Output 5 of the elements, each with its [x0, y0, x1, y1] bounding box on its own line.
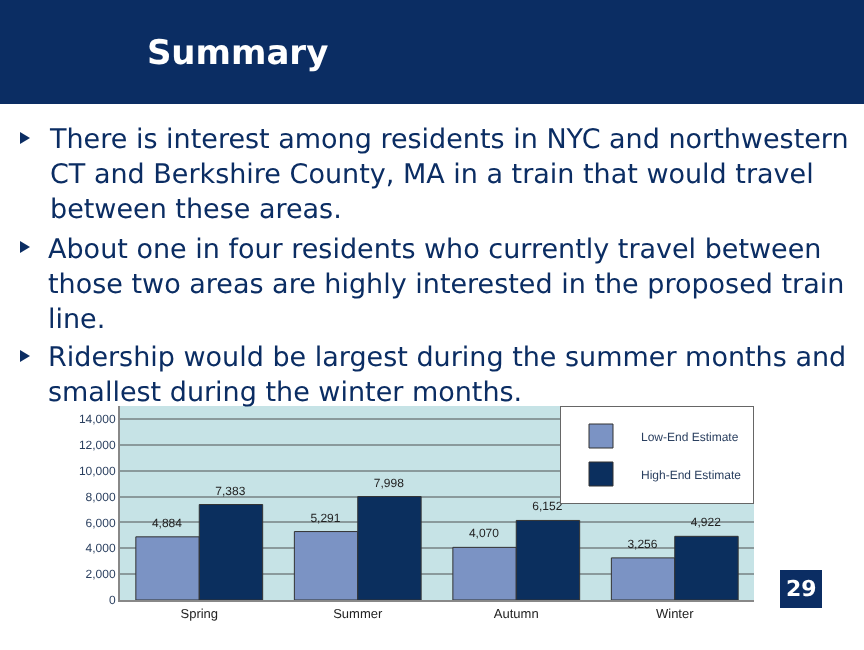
text: About one in four residents who currently travel between those two areas are highly interested in the proposed train line.	[48, 234, 845, 337]
text: 29	[786, 576, 817, 602]
text: There is interest among residents in NYC and northwestern CT and Berkshire County, MA in a train that would travel between these areas.	[48, 124, 849, 227]
annotation: Ridership would be largest during the summer months and smallest during the winter months.	[48, 342, 847, 410]
chart-title: Summary	[146, 33, 329, 74]
